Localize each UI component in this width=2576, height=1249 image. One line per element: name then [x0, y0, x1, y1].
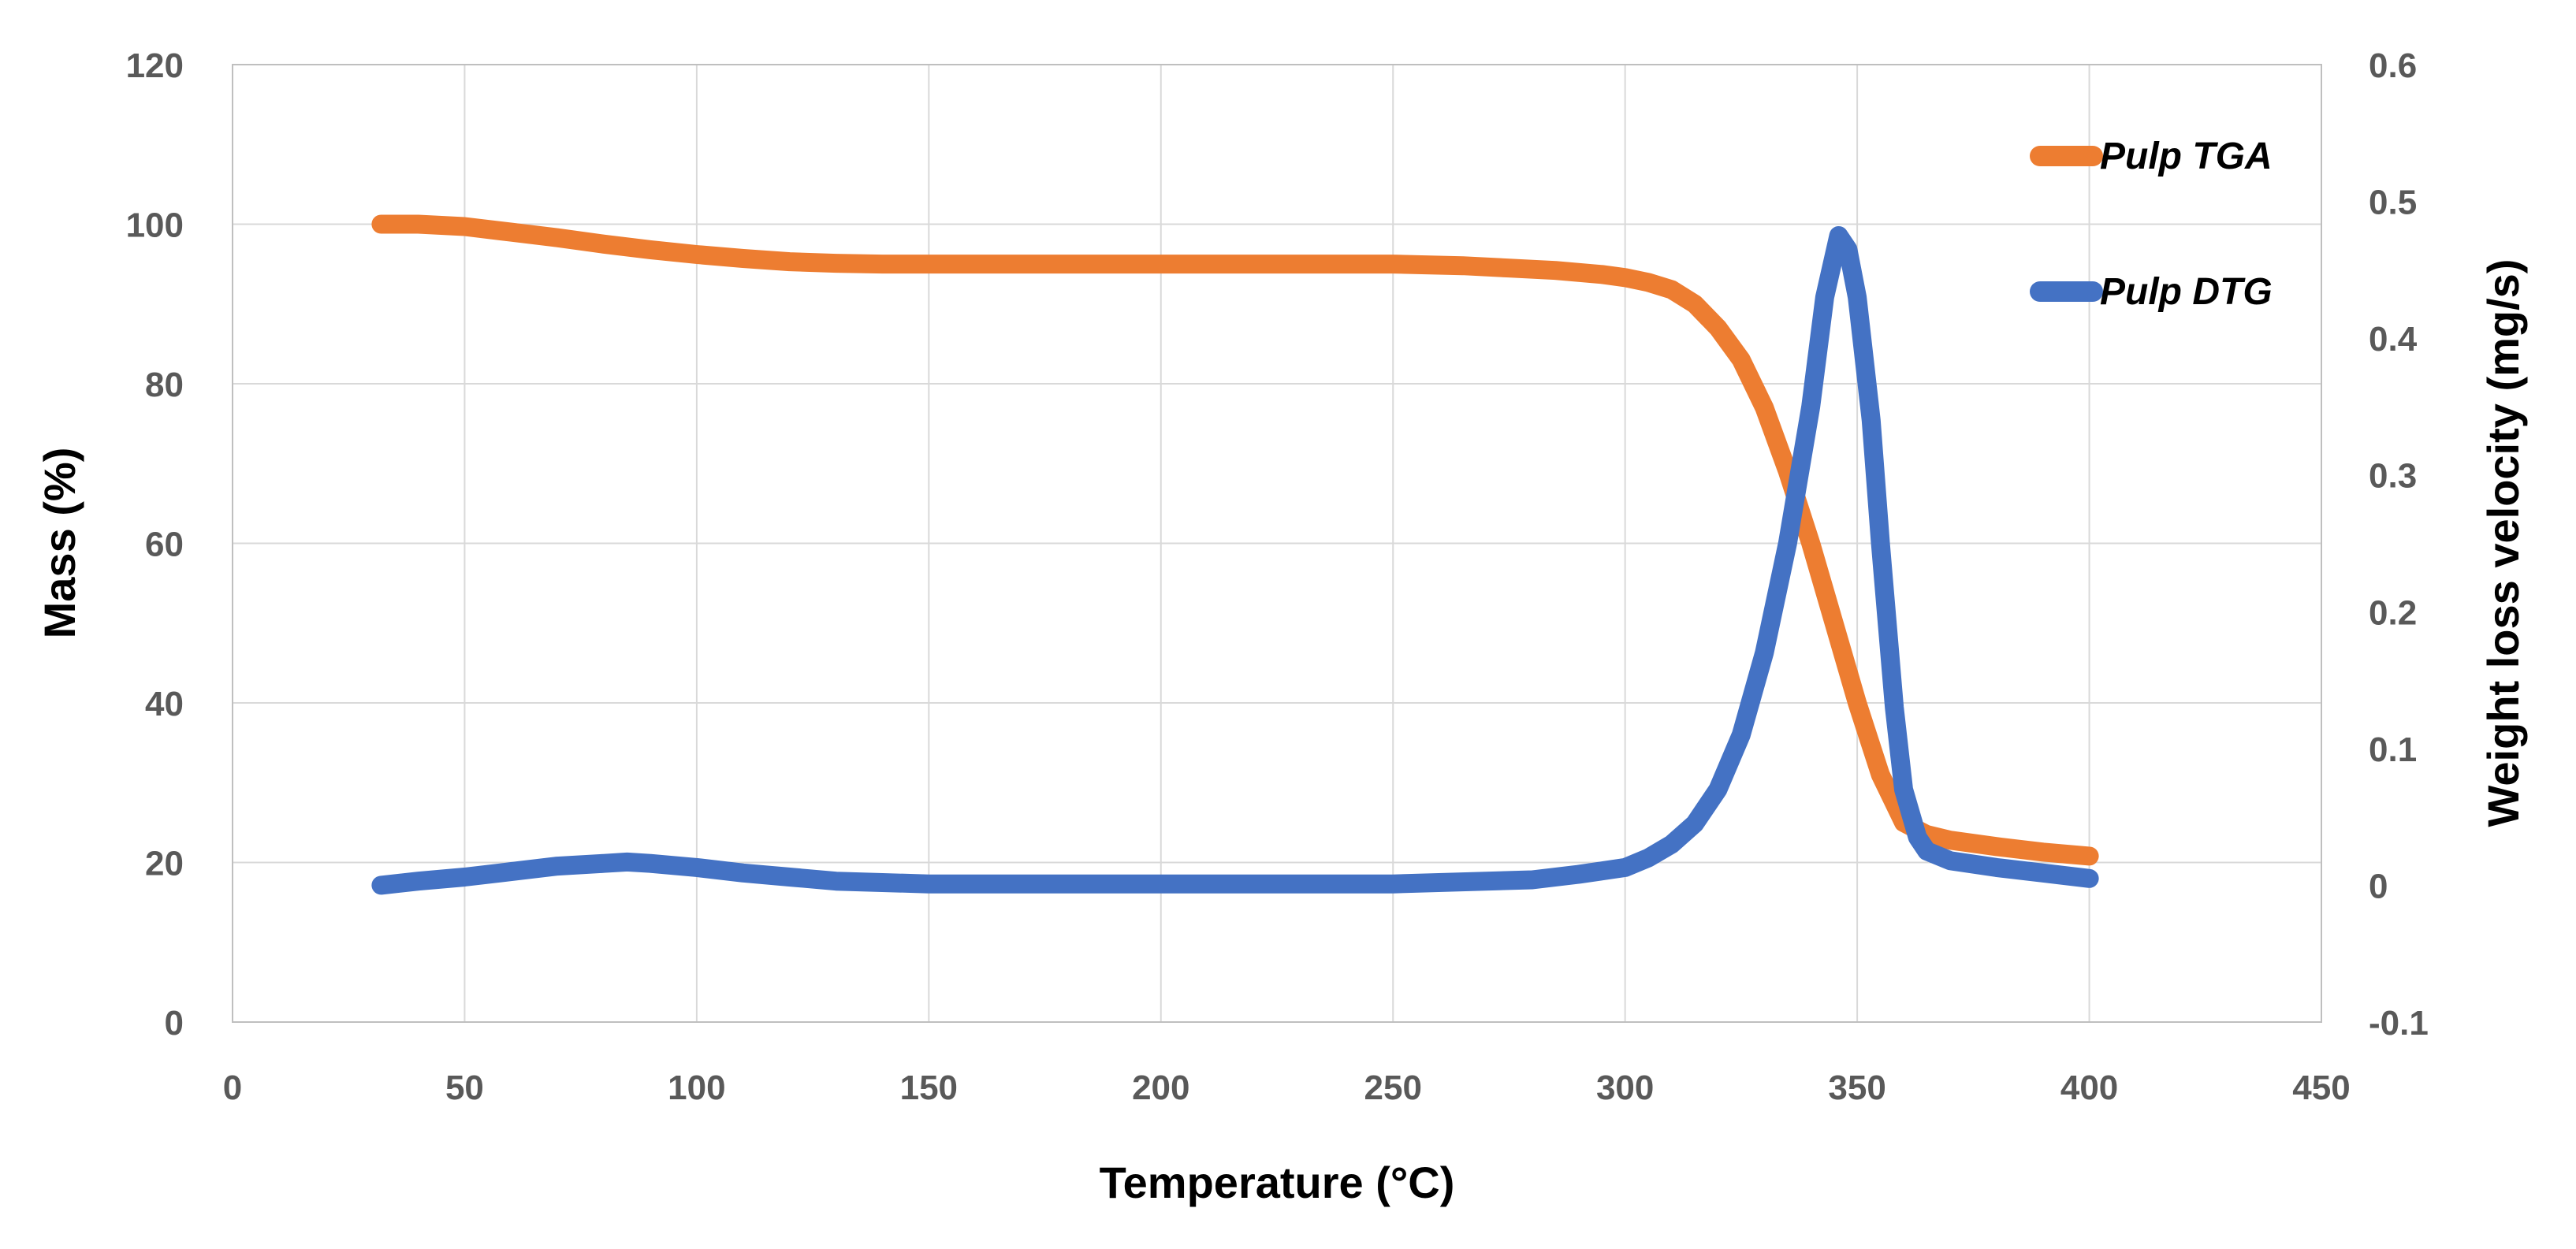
- x-tick-label: 400: [2060, 1069, 2118, 1107]
- tick-labels: 0 50 100 150 200 250 300 350 400 450 0 20 40 60 80 100 1…: [126, 46, 2429, 1107]
- y2-tick-label: 0.1: [2369, 730, 2417, 769]
- x-tick-label: 50: [445, 1069, 484, 1107]
- plot-area-frame: [232, 64, 2322, 1023]
- x-tick-label: 250: [1364, 1069, 1422, 1107]
- y-tick-label: 80: [145, 366, 184, 404]
- legend-item-pulp-tga: Pulp TGA: [2030, 136, 2273, 177]
- x-tick-label: 450: [2292, 1069, 2350, 1107]
- y2-tick-label: 0.4: [2369, 320, 2418, 359]
- y2-tick-label: 0.2: [2369, 593, 2417, 632]
- legend: Pulp TGA Pulp DTG: [2030, 136, 2273, 313]
- x-tick-label: 100: [668, 1069, 725, 1107]
- series-line-pulp-tga: [371, 214, 2099, 866]
- y2-tick-label: 0.3: [2369, 457, 2417, 496]
- y-tick-label: 40: [145, 685, 184, 723]
- x-tick-label: 200: [1132, 1069, 1189, 1107]
- y2-axis-title: Weight loss velocity (mg/s): [2478, 259, 2528, 827]
- x-tick-label: 150: [900, 1069, 958, 1107]
- legend-item-pulp-dtg: Pulp DTG: [2030, 271, 2273, 313]
- y-axis-title: Mass (%): [35, 448, 84, 639]
- series-line-pulp-dtg: [371, 226, 2099, 895]
- y2-tick-label: -0.1: [2369, 1004, 2429, 1043]
- y-tick-label: 60: [145, 526, 184, 564]
- x-tick-label: 0: [223, 1069, 242, 1107]
- x-tick-label: 300: [1596, 1069, 1654, 1107]
- x-tick-label: 350: [1828, 1069, 1885, 1107]
- y-tick-label: 100: [126, 206, 184, 245]
- y2-tick-label: 0.5: [2369, 184, 2417, 222]
- y-tick-label: 20: [145, 845, 184, 883]
- legend-label-tga: Pulp TGA: [2100, 136, 2273, 177]
- y-tick-label: 0: [165, 1004, 184, 1043]
- y-tick-label: 120: [126, 46, 184, 85]
- y2-tick-label: 0.6: [2369, 46, 2417, 85]
- series-layer: [371, 214, 2099, 895]
- x-axis-title: Temperature (°C): [1100, 1158, 1455, 1207]
- legend-label-dtg: Pulp DTG: [2100, 271, 2273, 313]
- y2-tick-label: 0: [2369, 867, 2388, 905]
